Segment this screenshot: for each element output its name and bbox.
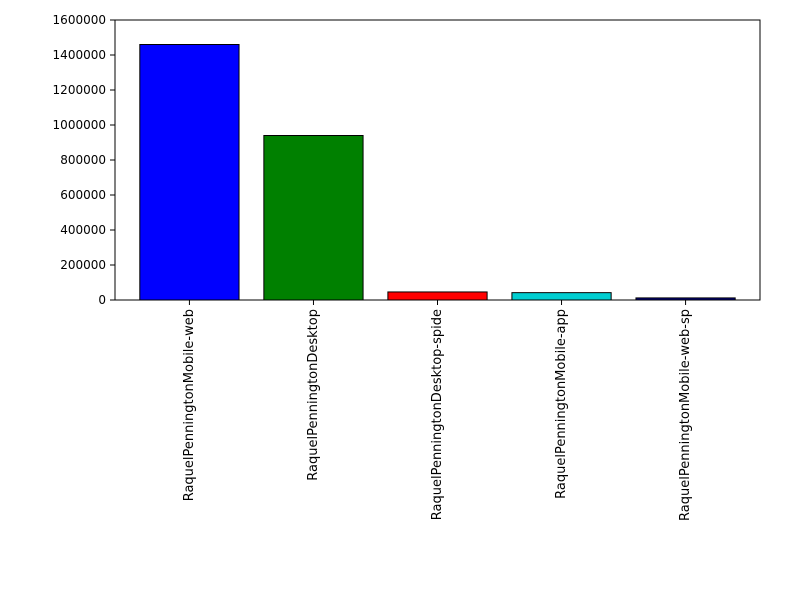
x-tick-label: RaquelPenningtonMobile-web — [182, 309, 197, 501]
bar-chart: 0 200000 400000 600000 800000 1000000 1200000 1… — [0, 0, 800, 600]
y-tick-label: 1000000 — [53, 118, 106, 132]
chart-container: 0 200000 400000 600000 800000 1000000 1200000 1… — [0, 0, 800, 600]
y-tick-label: 400000 — [60, 223, 106, 237]
bar — [388, 292, 487, 300]
y-tick-label: 600000 — [60, 188, 106, 202]
bar — [140, 45, 239, 301]
y-tick-label: 800000 — [60, 153, 106, 167]
x-tick-label: RaquelPenningtonMobile-app — [554, 309, 569, 499]
bar — [512, 293, 611, 300]
bar — [264, 136, 363, 301]
y-tick-label: 1600000 — [53, 13, 106, 27]
y-tick-label: 1400000 — [53, 48, 106, 62]
x-tick-label: RaquelPenningtonMobile-web-sp — [678, 309, 693, 521]
y-tick-label: 1200000 — [53, 83, 106, 97]
y-tick-label: 200000 — [60, 258, 106, 272]
y-tick-label: 0 — [98, 293, 106, 307]
x-tick-label: RaquelPenningtonDesktop-spide — [430, 309, 445, 520]
x-tick-label: RaquelPenningtonDesktop — [306, 309, 321, 481]
